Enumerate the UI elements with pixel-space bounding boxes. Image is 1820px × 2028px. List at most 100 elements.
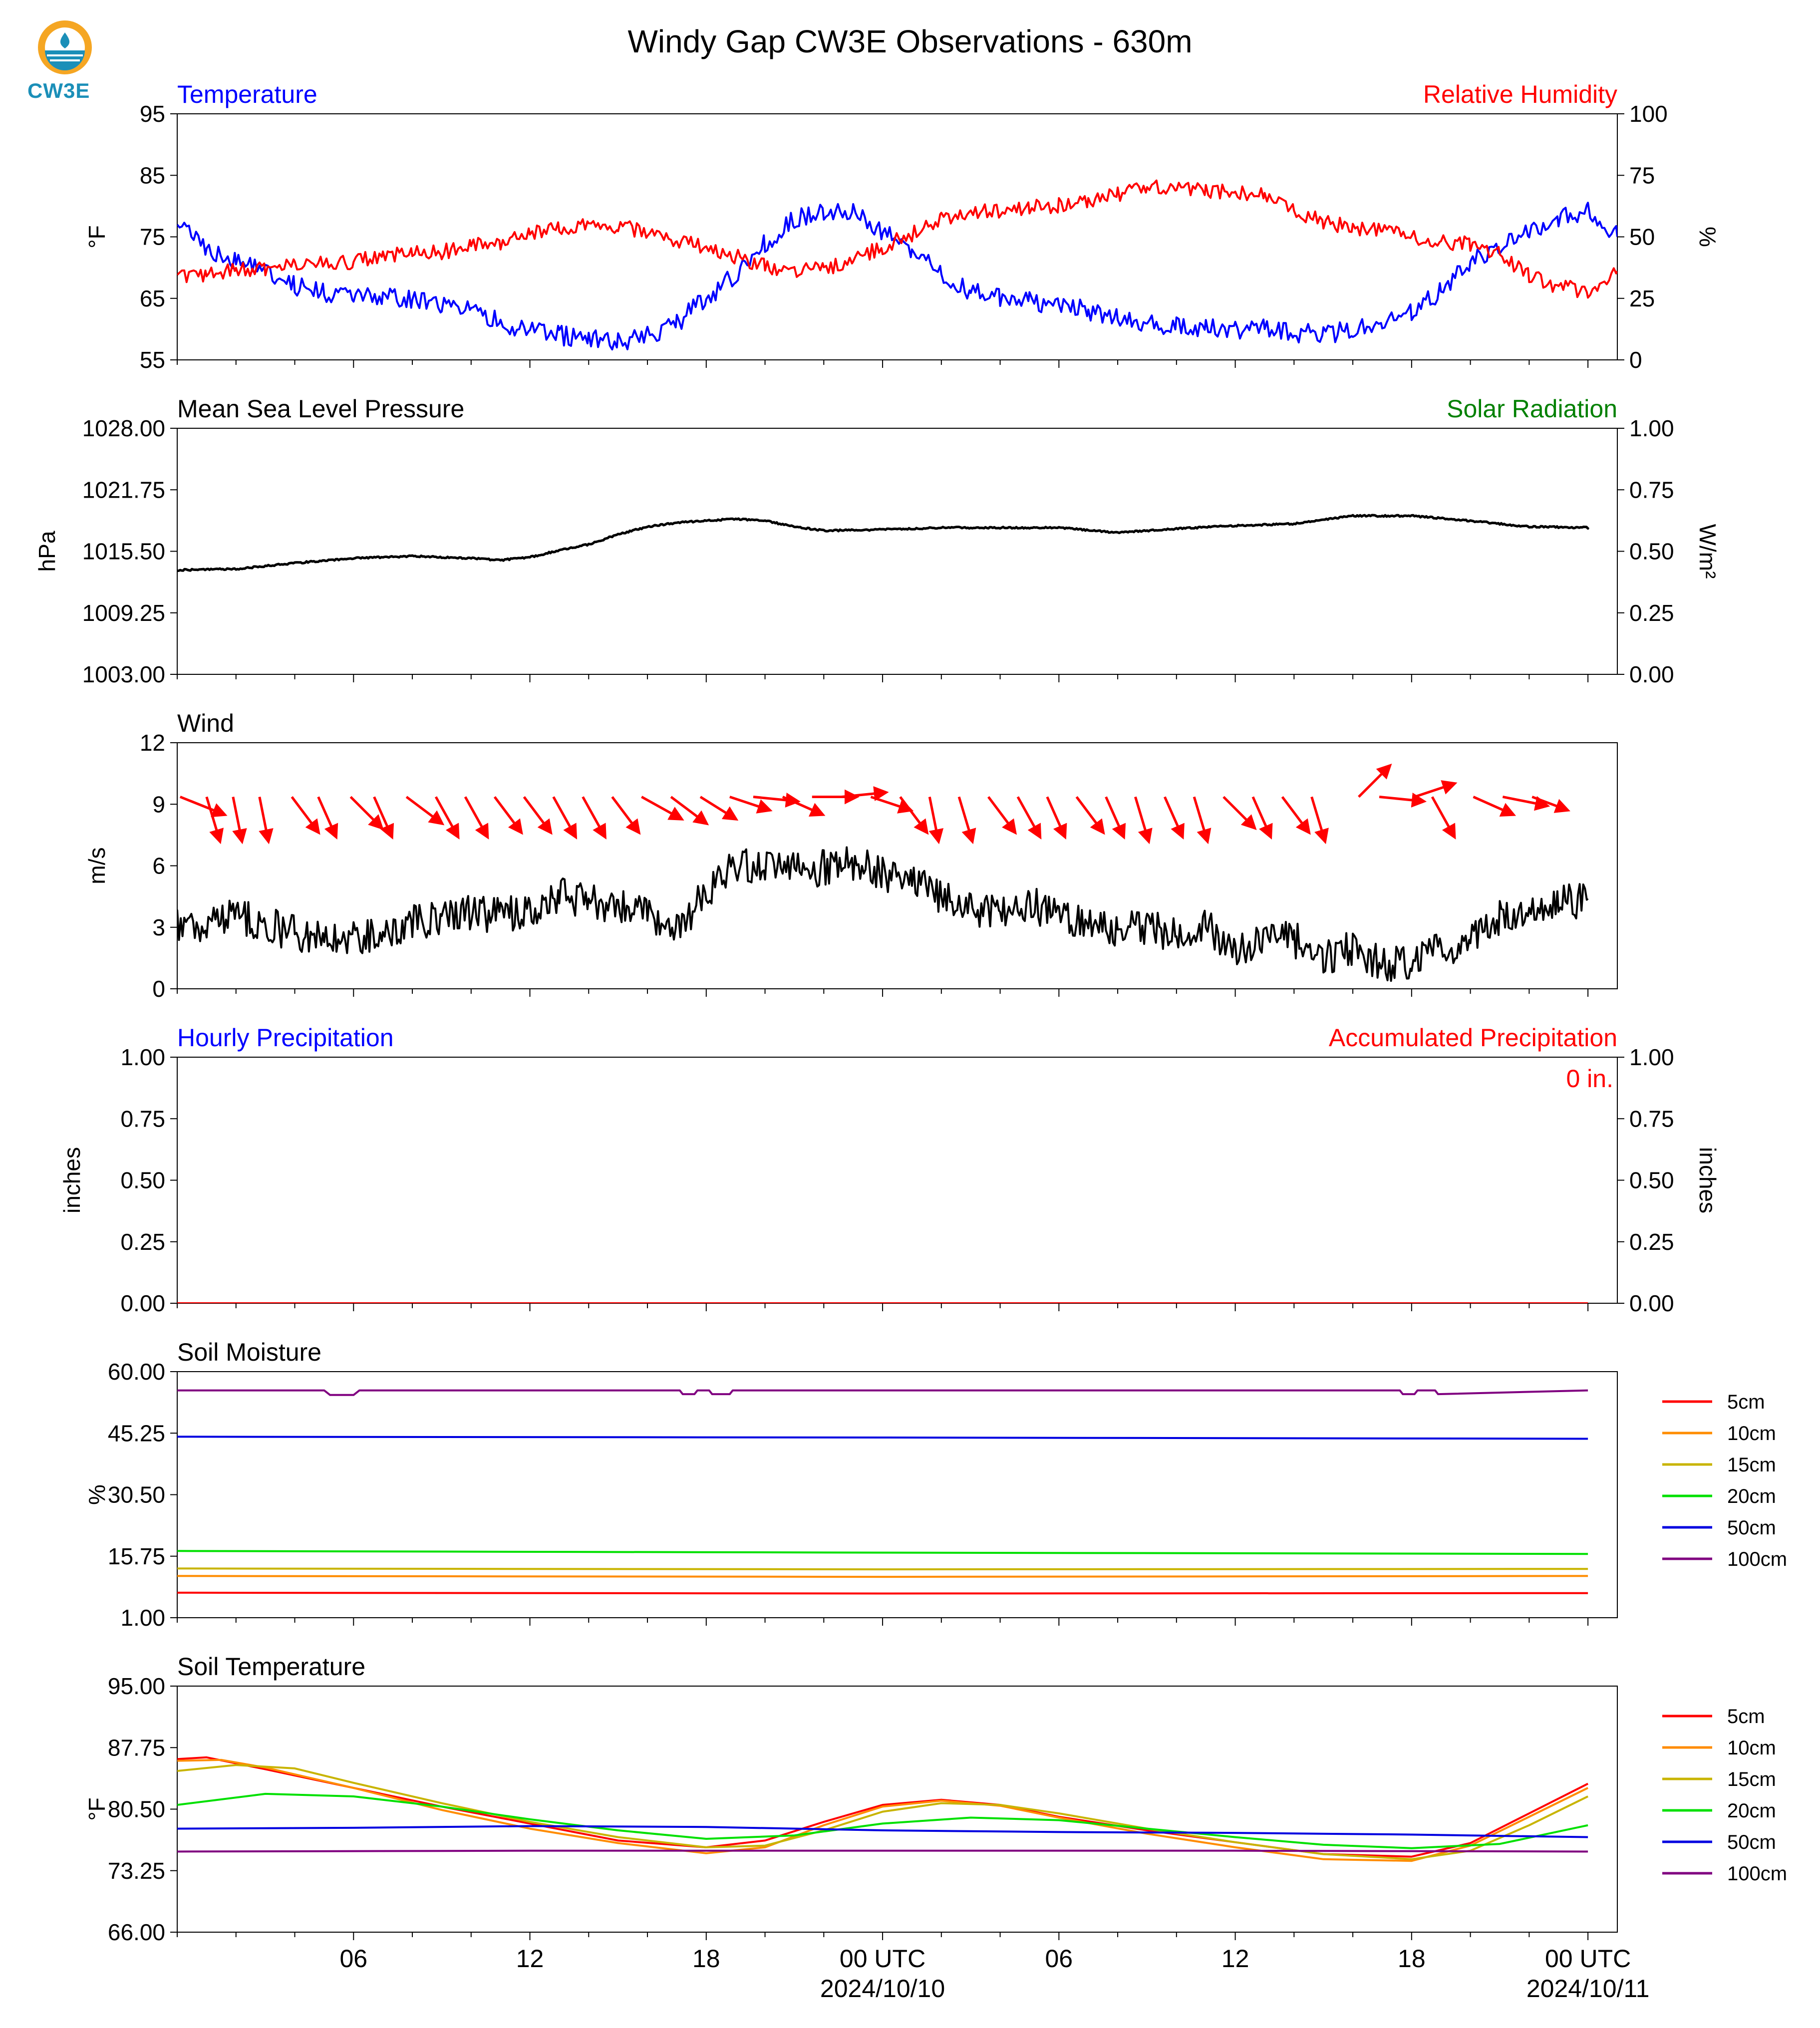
panel-title-right: Relative Humidity xyxy=(1423,80,1617,108)
plot-area xyxy=(177,1389,1588,1595)
wind-arrow xyxy=(1531,796,1570,813)
wind-arrow xyxy=(899,796,929,835)
panels: Temperature Relative Humidity556575859502… xyxy=(34,80,1787,2003)
y2-tick-label: 0 xyxy=(1629,347,1642,373)
wind-arrow xyxy=(1414,780,1458,798)
y2-axis-label: % xyxy=(1695,227,1721,247)
y2-tick-label: 0.75 xyxy=(1629,1106,1674,1132)
precip-total-label: 0 in. xyxy=(1566,1065,1613,1093)
series-line-100cm xyxy=(177,1849,1588,1853)
wind-arrow xyxy=(957,796,976,845)
panel-wind: Wind 0 3 6 9 12 m/s xyxy=(84,709,1618,1002)
y-tick-label: 73.25 xyxy=(108,1858,165,1884)
y2-tick-label: 25 xyxy=(1629,286,1655,311)
x-tick-label: 12 xyxy=(1221,1945,1249,1973)
y-tick-label: 87.75 xyxy=(108,1735,165,1760)
x-date-label: 2024/10/11 xyxy=(1526,1975,1650,2003)
wind-arrow xyxy=(232,796,247,845)
y-tick-label: 1021.75 xyxy=(82,477,165,503)
plot-area xyxy=(177,179,1617,351)
plot-area xyxy=(177,763,1589,982)
y-axis-label: % xyxy=(84,1484,110,1505)
legend-label: 5cm xyxy=(1727,1706,1765,1728)
y2-tick-label: 1.00 xyxy=(1629,415,1674,441)
cw3e-logo-text: CW3E xyxy=(27,79,90,102)
wind-arrow xyxy=(1310,796,1329,845)
y-tick-label: 85 xyxy=(140,162,165,188)
wind-arrow xyxy=(1134,796,1153,845)
wind-arrow xyxy=(291,796,320,835)
legend-label: 15cm xyxy=(1727,1454,1776,1476)
legend-label: 50cm xyxy=(1727,1831,1776,1853)
wind-arrow xyxy=(552,796,578,840)
y-tick-label: 1015.50 xyxy=(82,539,165,565)
y-axis-label: °F xyxy=(84,225,110,249)
legend-label: 50cm xyxy=(1727,1517,1776,1539)
wind-arrow xyxy=(1379,793,1427,808)
wind-arrow xyxy=(1016,796,1042,840)
wind-arrow xyxy=(523,796,553,835)
plot-frame xyxy=(177,428,1618,675)
y-tick-label: 9 xyxy=(152,791,165,817)
series-line-10cm xyxy=(177,1758,1588,1862)
panel-title: Soil Moisture xyxy=(177,1338,321,1366)
series-line xyxy=(177,179,1617,299)
wind-arrow xyxy=(729,796,773,814)
wind-arrow xyxy=(317,796,338,840)
y-tick-label: 45.25 xyxy=(108,1420,165,1446)
wind-arrow xyxy=(1358,763,1392,798)
wind-arrow xyxy=(1046,796,1067,840)
y2-tick-label: 0.50 xyxy=(1629,539,1674,565)
y-tick-label: 6 xyxy=(152,853,165,879)
y-axis-label: hPa xyxy=(34,531,60,572)
y-tick-label: 66.00 xyxy=(108,1919,165,1945)
panel-title-right: Accumulated Precipitation xyxy=(1329,1024,1617,1052)
wind-arrow xyxy=(1281,796,1311,835)
panel-title-right: Solar Radiation xyxy=(1447,395,1617,423)
series-line xyxy=(177,514,1589,572)
legend-label: 10cm xyxy=(1727,1737,1776,1759)
legend-label: 15cm xyxy=(1727,1768,1776,1790)
panel-title: Mean Sea Level Pressure xyxy=(177,395,464,423)
wind-arrow xyxy=(434,796,460,840)
legend-label: 5cm xyxy=(1727,1391,1765,1413)
panel-title: Temperature xyxy=(177,80,317,108)
y-tick-label: 60.00 xyxy=(108,1359,165,1385)
y-tick-label: 1009.25 xyxy=(82,600,165,626)
y2-axis-label: W/m² xyxy=(1695,524,1721,579)
series-line xyxy=(177,846,1589,982)
y2-tick-label: 0.00 xyxy=(1629,661,1674,687)
y-axis-label: °F xyxy=(84,1797,110,1821)
series-line-50cm xyxy=(177,1825,1588,1838)
wind-arrow xyxy=(841,786,889,801)
y2-axis-label: inches xyxy=(1695,1147,1721,1213)
wind-arrow xyxy=(464,796,489,840)
plot-frame xyxy=(177,1057,1618,1304)
y-axis-label: inches xyxy=(59,1147,85,1213)
x-tick-label: 12 xyxy=(516,1945,544,1973)
x-date-label: 2024/10/10 xyxy=(820,1975,945,2003)
panel-soil_temp: Soil Temperature 66.00 73.25 80.50 87.75 95.0… xyxy=(84,1653,1787,2003)
y2-tick-label: 0.25 xyxy=(1629,600,1674,626)
x-tick-label: 18 xyxy=(1398,1945,1426,1973)
wind-arrow xyxy=(1222,796,1257,830)
y-tick-label: 95 xyxy=(140,101,165,127)
y-tick-label: 1.00 xyxy=(120,1605,165,1631)
plot-area xyxy=(177,514,1589,572)
plot-area xyxy=(177,1756,1589,1862)
series-line-10cm xyxy=(177,1575,1588,1578)
panel-soil_moisture: Soil Moisture 1.00 15.75 30.50 45.25 60.00% 5c… xyxy=(84,1338,1787,1631)
wind-arrow xyxy=(205,796,224,845)
wind-arrow xyxy=(699,796,739,821)
wind-arrow xyxy=(670,796,709,826)
wind-arrow xyxy=(1502,796,1550,811)
y2-tick-label: 0.75 xyxy=(1629,477,1674,503)
series-line-100cm xyxy=(177,1389,1588,1396)
series-line-15cm xyxy=(177,1764,1588,1860)
x-tick-label: 00 UTC xyxy=(840,1945,925,1973)
plot-frame xyxy=(177,1371,1618,1618)
legend-label: 100cm xyxy=(1727,1863,1787,1885)
y-tick-label: 65 xyxy=(140,286,165,311)
y-tick-label: 75 xyxy=(140,224,165,250)
wind-arrow xyxy=(1105,796,1126,840)
